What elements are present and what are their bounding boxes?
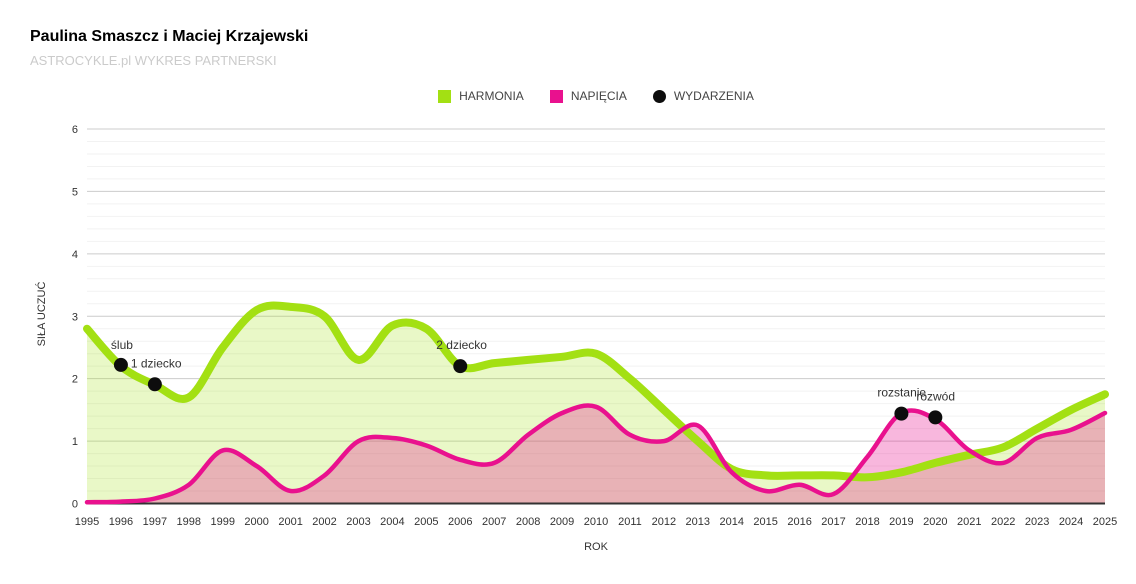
legend-item-wydarzenia: WYDARZENIA bbox=[652, 89, 754, 103]
y-tick-label: 2 bbox=[72, 374, 78, 386]
x-tick-label: 1997 bbox=[143, 516, 167, 528]
harmonia-swatch-icon bbox=[438, 89, 452, 103]
x-tick-label: 2004 bbox=[380, 516, 404, 528]
x-tick-label: 2013 bbox=[686, 516, 710, 528]
x-tick-label: 2015 bbox=[753, 516, 777, 528]
event-dot bbox=[147, 377, 162, 392]
x-tick-label: 2009 bbox=[550, 516, 574, 528]
y-axis-title: SIŁA UCZUĆ bbox=[36, 281, 48, 347]
legend-item-napiecia: NAPIĘCIA bbox=[549, 89, 627, 103]
napiecia-swatch-icon bbox=[549, 89, 563, 103]
event-dot bbox=[453, 359, 468, 374]
legend: HARMONIA NAPIĘCIA WYDARZENIA bbox=[87, 89, 1105, 103]
chart-subtitle: ASTROCYKLE.pl WYKRES PARTNERSKI bbox=[30, 53, 277, 68]
event-label: rozstanie bbox=[877, 386, 926, 400]
x-axis-title: ROK bbox=[584, 541, 608, 553]
x-tick-label: 1998 bbox=[177, 516, 201, 528]
y-tick-label: 0 bbox=[72, 499, 78, 511]
event-dot bbox=[928, 410, 943, 425]
x-tick-label: 2021 bbox=[957, 516, 981, 528]
x-tick-label: 2012 bbox=[652, 516, 676, 528]
wydarzenia-swatch-icon bbox=[652, 89, 666, 103]
legend-label-wydarzenia: WYDARZENIA bbox=[673, 89, 754, 103]
x-tick-label: 2025 bbox=[1093, 516, 1117, 528]
x-tick-label: 2011 bbox=[618, 516, 642, 528]
y-tick-label: 6 bbox=[72, 124, 78, 136]
x-tick-label: 2020 bbox=[923, 516, 947, 528]
legend-item-harmonia: HARMONIA bbox=[438, 89, 524, 103]
event-label: ślub bbox=[111, 338, 133, 352]
x-tick-label: 2001 bbox=[278, 516, 302, 528]
event-label: 1 dziecko bbox=[131, 356, 182, 370]
x-tick-label: 1995 bbox=[75, 516, 99, 528]
x-tick-label: 2005 bbox=[414, 516, 438, 528]
x-tick-label: 2024 bbox=[1059, 516, 1083, 528]
x-tick-label: 2014 bbox=[719, 516, 743, 528]
y-tick-label: 3 bbox=[72, 311, 78, 323]
chart-title: Paulina Smaszcz i Maciej Krzajewski bbox=[30, 28, 309, 45]
event-dot bbox=[894, 406, 909, 421]
x-tick-label: 2017 bbox=[821, 516, 845, 528]
x-tick-label: 2003 bbox=[346, 516, 370, 528]
legend-label-harmonia: HARMONIA bbox=[459, 89, 524, 103]
y-tick-label: 1 bbox=[72, 436, 78, 448]
x-tick-label: 2018 bbox=[855, 516, 879, 528]
event-label: 2 dziecko bbox=[436, 338, 487, 352]
y-tick-label: 5 bbox=[72, 186, 78, 198]
x-tick-label: 2006 bbox=[448, 516, 472, 528]
event-label: rozwód bbox=[916, 389, 955, 403]
y-tick-label: 4 bbox=[72, 249, 78, 261]
legend-label-napiecia: NAPIĘCIA bbox=[570, 89, 627, 103]
x-tick-label: 2023 bbox=[1025, 516, 1049, 528]
harmonia-line bbox=[83, 301, 1109, 482]
event-dot bbox=[113, 357, 128, 372]
x-tick-label: 2022 bbox=[991, 516, 1015, 528]
x-tick-label: 1996 bbox=[109, 516, 133, 528]
x-tick-label: 2007 bbox=[482, 516, 506, 528]
x-tick-label: 1999 bbox=[210, 516, 234, 528]
x-tick-label: 2016 bbox=[787, 516, 811, 528]
x-tick-label: 2019 bbox=[889, 516, 913, 528]
x-tick-label: 2010 bbox=[584, 516, 608, 528]
x-tick-label: 2000 bbox=[244, 516, 268, 528]
x-tick-label: 2008 bbox=[516, 516, 540, 528]
x-tick-label: 2002 bbox=[312, 516, 336, 528]
